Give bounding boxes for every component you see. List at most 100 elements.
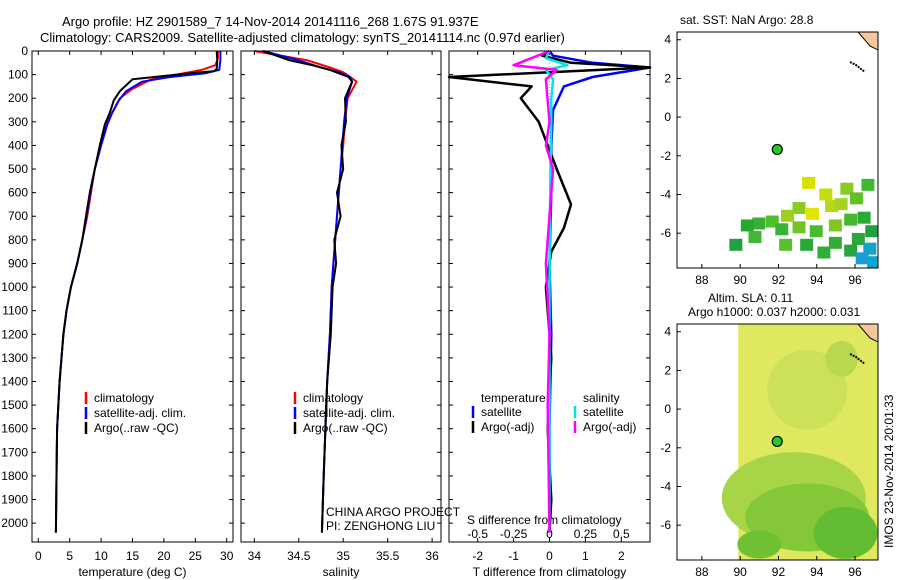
figure-title-line1: Argo profile: HZ 2901589_7 14-Nov-2014 2…: [62, 14, 479, 29]
float-position-marker: [771, 435, 783, 448]
sst-cell: [855, 252, 869, 265]
sst-cell: [828, 236, 842, 249]
series-line-salinity-0: [254, 50, 358, 533]
x-tick-label: 34: [248, 549, 262, 563]
map-area: [721, 324, 878, 560]
map-x-tick-label: 92: [772, 273, 786, 287]
map-area: [729, 32, 878, 268]
series-line-difference-3: [512, 49, 558, 533]
s-tick-label: 0.5: [613, 527, 630, 541]
map-y-tick-label: -6: [660, 226, 671, 240]
sst-cell: [867, 256, 878, 268]
y-tick-label: 1900: [1, 493, 28, 507]
series-line-temperature-1: [54, 51, 222, 533]
legend-label: satellite-adj. clim.: [94, 406, 186, 420]
y-tick-label: 900: [8, 256, 28, 270]
sst-cell: [752, 217, 766, 230]
y-tick-label: 1000: [1, 280, 28, 294]
y-tick-label: 1500: [1, 398, 28, 412]
x-axis-label: T difference from climatology: [473, 565, 627, 579]
sst-cell: [781, 209, 795, 222]
sst-cell: [740, 219, 754, 232]
sst-cell: [792, 221, 806, 234]
y-tick-label: 1200: [1, 327, 28, 341]
map-frame-map_sla: [676, 323, 879, 561]
legend-label: Argo(..raw -QC): [303, 421, 388, 435]
map-sst-title: sat. SST: NaN Argo: 28.8: [680, 13, 814, 27]
x-tick-label: 34.5: [287, 549, 311, 563]
sst-cell: [729, 238, 743, 251]
y-tick-label: 700: [8, 209, 28, 223]
s-tick-label: 0: [546, 527, 553, 541]
map-x-tick-label: 88: [695, 273, 709, 287]
sst-cell: [779, 238, 793, 251]
map-y-tick-label: 0: [664, 110, 671, 124]
y-tick-label: 100: [8, 68, 28, 82]
x-tick-label: 36: [425, 549, 439, 563]
legend-label: Argo(-adj): [583, 420, 636, 434]
y-tick-label: 800: [8, 233, 28, 247]
legend-label: climatology: [303, 391, 363, 405]
s-tick-label: 0.25: [574, 527, 598, 541]
x-tick-label: 35.5: [376, 549, 400, 563]
panel-frame-salinity: [240, 50, 442, 543]
sla-blob: [825, 340, 858, 377]
s-tick-label: -0.5: [467, 527, 488, 541]
y-tick-label: 500: [8, 162, 28, 176]
series-line-salinity-2: [262, 50, 354, 533]
sst-cell: [844, 213, 858, 226]
map-y-tick-label: 4: [664, 325, 671, 339]
x-tick-label: 0: [546, 549, 553, 563]
sst-cell: [817, 246, 831, 259]
map-sla-title-line1: Altim. SLA: 0.11: [708, 291, 793, 305]
map-frame-map_sst: [676, 31, 879, 269]
x-tick-label: 2: [618, 549, 625, 563]
map-sla-title-line2: Argo h1000: 0.037 h2000: 0.031: [688, 305, 860, 319]
sst-cell: [861, 178, 875, 191]
map-y-tick-label: -6: [660, 518, 671, 532]
legend-header-salinity: salinity: [583, 391, 620, 405]
map-y-tick-label: 2: [664, 71, 671, 85]
y-tick-label: 300: [8, 115, 28, 129]
panel-frame-difference: [448, 50, 651, 543]
map-y-tick-label: -2: [660, 441, 671, 455]
island-outline: [849, 353, 866, 365]
sst-cell: [828, 219, 842, 232]
x-axis-label: temperature (deg C): [78, 565, 186, 579]
x-tick-label: 0: [35, 549, 42, 563]
map-x-tick-label: 94: [810, 273, 824, 287]
y-tick-label: 600: [8, 186, 28, 200]
plot-panels: 0100200300400500600700800900100011001200…: [1, 31, 879, 579]
sla-blob: [813, 506, 878, 559]
map-y-tick-label: -4: [660, 187, 671, 201]
x-tick-label: 20: [157, 549, 171, 563]
float-position-marker: [771, 143, 783, 156]
legend-label: satellite-adj. clim.: [303, 406, 395, 420]
map-x-tick-label: 90: [733, 273, 747, 287]
sst-cell: [809, 225, 823, 238]
sst-cell: [802, 176, 816, 189]
s-axis-label: S difference from climatology: [467, 513, 622, 527]
land-patch: [857, 32, 878, 51]
sst-cell: [819, 188, 833, 201]
series-line-temperature-0: [54, 51, 219, 533]
panel-map_sla: 88 90 92 94 96 -6 -4 -2 0 2 4: [660, 324, 878, 579]
y-tick-label: 1700: [1, 445, 28, 459]
sla-blob: [737, 530, 782, 559]
x-tick-label: 25: [189, 549, 203, 563]
legend-label: Argo(-adj): [481, 420, 534, 434]
sst-cell: [844, 244, 858, 257]
sst-cell: [775, 223, 789, 236]
map-x-tick-label: 88: [695, 565, 709, 579]
figure-title-line2: Climatology: CARS2009. Satellite-adjuste…: [40, 30, 565, 45]
y-tick-label: 1800: [1, 469, 28, 483]
map-y-tick-label: -4: [660, 479, 671, 493]
y-tick-label: 1400: [1, 374, 28, 388]
map-x-tick-label: 92: [772, 565, 786, 579]
y-tick-label: 1100: [2, 304, 28, 318]
sst-cell: [849, 192, 863, 205]
x-tick-label: 1: [582, 549, 589, 563]
x-tick-label: 5: [66, 549, 73, 563]
timestamp-label: IMOS 23-Nov-2014 20:01:33: [882, 394, 896, 548]
